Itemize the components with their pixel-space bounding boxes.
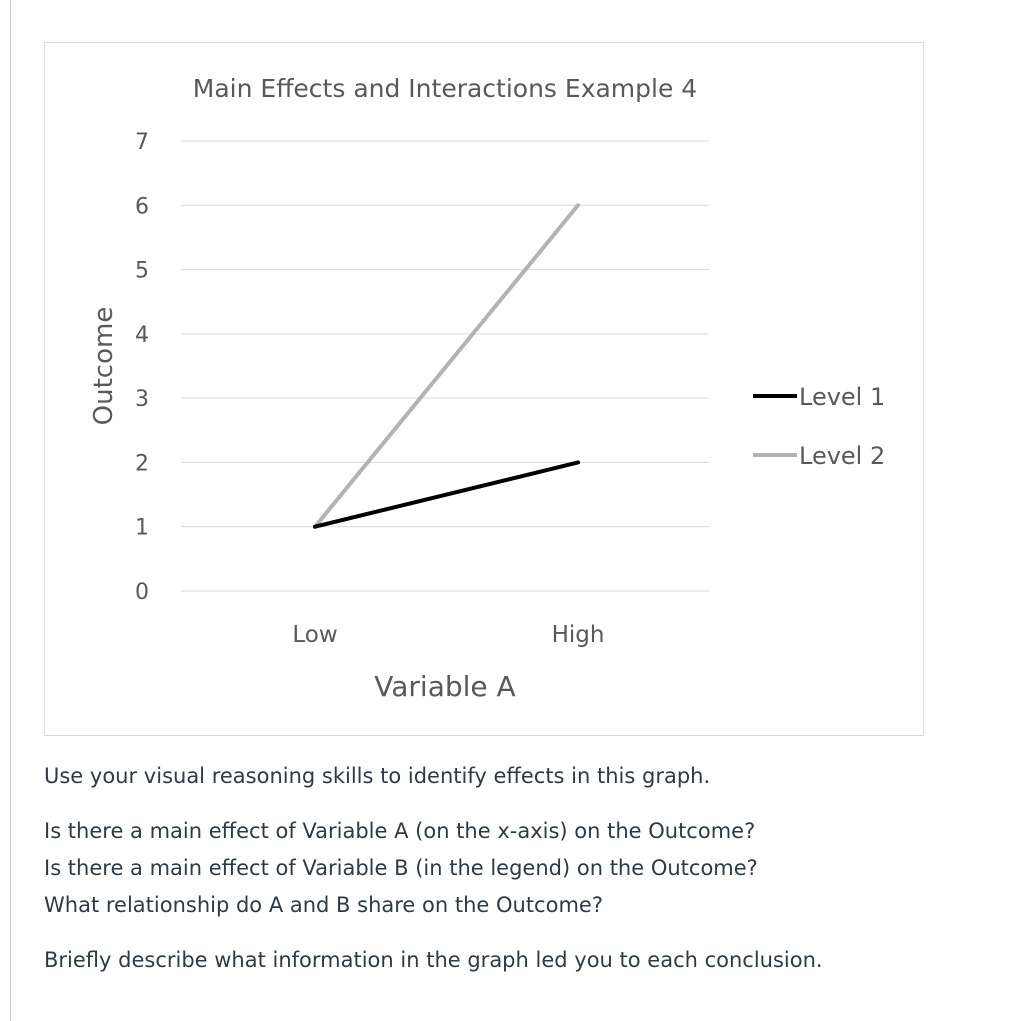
x-axis-title: Variable A (374, 670, 515, 703)
y-tick-label: 0 (135, 580, 149, 605)
question-1: Is there a main effect of Variable A (on… (44, 819, 756, 843)
chart-title: Main Effects and Interactions Example 4 (193, 74, 697, 103)
legend-label: Level 1 (799, 383, 885, 411)
question-text: Use your visual reasoning skills to iden… (44, 758, 944, 979)
y-tick-label: 6 (135, 194, 149, 219)
question-instruction: Briefly describe what information in the… (44, 948, 823, 972)
y-tick-label: 7 (135, 130, 149, 155)
series-line-level-2 (313, 203, 580, 529)
y-axis-title: Outcome (89, 307, 119, 426)
question-intro: Use your visual reasoning skills to iden… (44, 764, 711, 788)
line-chart: Main Effects and Interactions Example 4 0… (89, 74, 885, 703)
x-tick-label: High (552, 622, 605, 648)
y-tick-label: 4 (135, 323, 149, 348)
series-line-level-1 (313, 460, 580, 529)
question-3: What relationship do A and B share on th… (44, 893, 603, 917)
y-tick-label: 5 (135, 259, 149, 284)
left-border-rule (10, 0, 11, 1021)
y-tick-label: 3 (135, 387, 149, 412)
y-tick-label: 1 (135, 516, 149, 541)
y-tick-label: 2 (135, 451, 149, 476)
legend-label: Level 2 (799, 442, 885, 470)
question-2: Is there a main effect of Variable B (in… (44, 856, 758, 880)
x-tick-label: Low (292, 622, 337, 648)
chart-frame: Main Effects and Interactions Example 4 0… (44, 42, 924, 736)
